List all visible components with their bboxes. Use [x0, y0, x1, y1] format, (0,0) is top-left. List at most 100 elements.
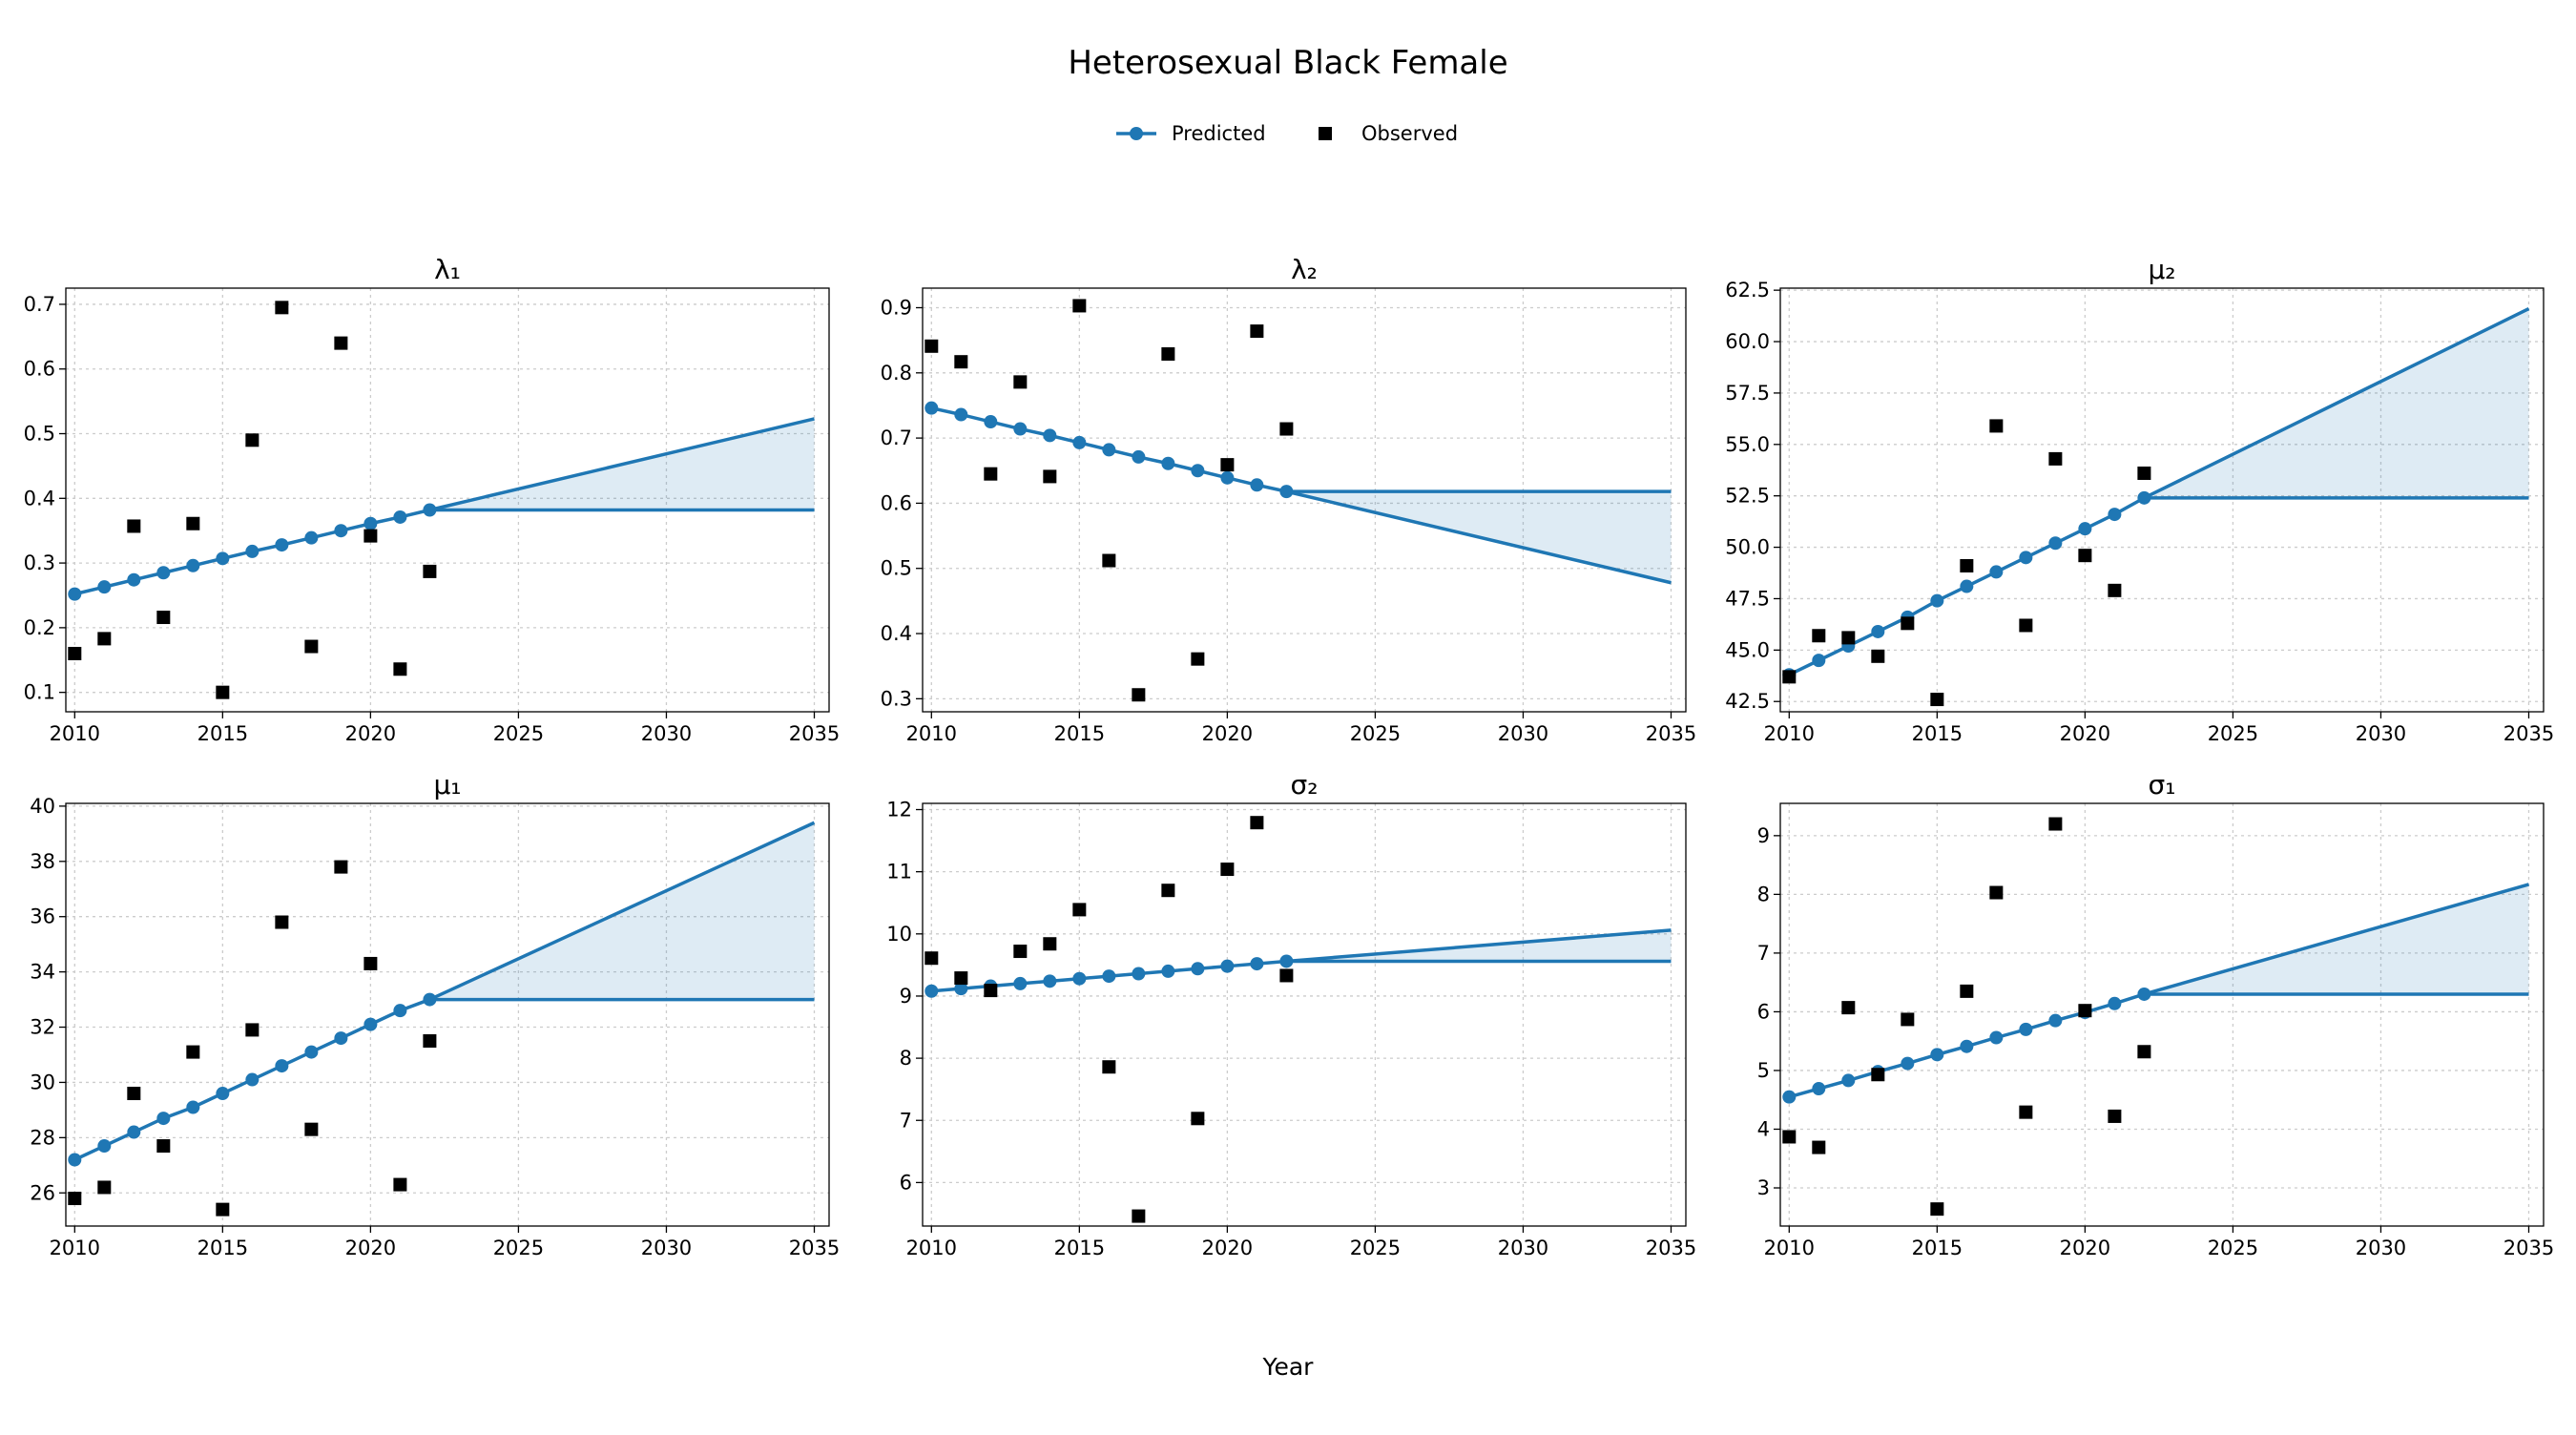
x-tick-label: 2010 [906, 722, 957, 745]
x-tick-label: 2010 [906, 1237, 957, 1259]
x-tick-label: 2030 [2356, 722, 2406, 745]
predicted-point [216, 551, 230, 566]
observed-point [364, 529, 378, 543]
observed-point [1960, 558, 1974, 572]
x-tick-label: 2035 [2503, 722, 2554, 745]
observed-point [1072, 299, 1087, 313]
subplot-title: μ₂ [2148, 254, 2175, 285]
y-tick-label: 52.5 [1725, 485, 1770, 508]
observed-point [1812, 629, 1826, 643]
observed-point [127, 519, 141, 533]
y-tick-label: 9 [1757, 824, 1770, 847]
predicted-point [393, 510, 407, 524]
x-tick-label: 2020 [1202, 1237, 1253, 1259]
projection-upper-line [428, 417, 815, 512]
y-tick-label: 7 [1757, 942, 1770, 965]
predicted-point [334, 1031, 348, 1046]
subplot-grid: λ₁ 2010 2015 2020 2025 2030 2035 0.1 0.2 0.3 0.4 0.… [24, 254, 2555, 1259]
predicted-point [984, 415, 998, 429]
observed-point [423, 564, 437, 578]
observed-point [245, 1023, 260, 1037]
legend-observed-marker [1319, 127, 1332, 140]
y-tick-label: 0.9 [881, 296, 912, 319]
y-tick-label: 0.8 [881, 362, 912, 385]
projection-upper-line [2143, 306, 2530, 500]
predicted-point [275, 538, 289, 552]
predicted-point [2078, 522, 2092, 536]
observed-point [1132, 1209, 1146, 1223]
predicted-point [1102, 969, 1116, 984]
y-tick-label: 0.5 [881, 557, 912, 580]
y-tick-label: 0.3 [24, 551, 55, 574]
subplot-1: λ₁ 2010 2015 2020 2025 2030 2035 0.1 0.2 0.3 0.4 0.… [24, 254, 841, 745]
predicted-point [924, 984, 939, 998]
subplot-title: σ₂ [1291, 769, 1319, 801]
x-tick-label: 2020 [345, 1237, 396, 1259]
observed-point [68, 646, 82, 660]
predicted-point [1250, 957, 1264, 971]
observed-point [2019, 1105, 2033, 1119]
x-tick-label: 2025 [1350, 1237, 1401, 1259]
observed-point [954, 971, 968, 986]
predicted-point [97, 580, 112, 594]
projection-upper-line [428, 821, 816, 1002]
observed-point [393, 662, 407, 676]
y-tick-label: 28 [30, 1126, 55, 1149]
y-tick-label: 6 [900, 1171, 912, 1194]
y-tick-label: 0.4 [24, 487, 55, 510]
observed-point [364, 956, 378, 970]
x-tick-label: 2020 [345, 722, 396, 745]
observed-point [216, 685, 230, 699]
y-tick-label: 10 [886, 923, 912, 946]
predicted-point [216, 1087, 230, 1101]
observed-point [245, 433, 260, 447]
axes-frame [1779, 802, 2545, 1227]
predicted-point [1220, 959, 1235, 973]
predicted-point [423, 992, 437, 1007]
legend-observed-label: Observed [1361, 122, 1458, 145]
observed-point [1013, 945, 1028, 959]
predicted-point [1191, 464, 1205, 478]
predicted-point [1871, 624, 1885, 638]
predicted-point [2019, 1022, 2033, 1036]
observed-point [954, 355, 968, 369]
x-tick-label: 2015 [197, 1237, 248, 1259]
x-tick-label: 2015 [1912, 722, 1963, 745]
observed-point [1191, 652, 1205, 666]
observed-point [2048, 817, 2063, 831]
subplot-title: λ₂ [1291, 254, 1318, 285]
y-tick-label: 34 [30, 961, 55, 984]
predicted-point [275, 1059, 289, 1073]
figure-title: Heterosexual Black Female [1068, 44, 1507, 82]
legend-predicted-label: Predicted [1172, 122, 1266, 145]
predicted-point [1989, 565, 2004, 579]
predicted-point [1072, 435, 1087, 449]
x-tick-label: 2025 [493, 1237, 544, 1259]
predicted-point [127, 1125, 141, 1139]
observed-point [924, 339, 939, 353]
projection-upper-line [2143, 883, 2529, 996]
predicted-point [364, 1017, 378, 1031]
observed-point [1161, 346, 1175, 361]
observed-point [984, 467, 998, 481]
observed-point [68, 1192, 82, 1206]
observed-point [304, 639, 319, 654]
observed-point [156, 1139, 171, 1154]
predicted-point [393, 1004, 407, 1018]
x-tick-label: 2020 [2060, 722, 2110, 745]
observed-point [334, 860, 348, 874]
x-tick-label: 2030 [641, 722, 692, 745]
y-tick-label: 0.4 [881, 622, 912, 645]
observed-point [334, 336, 348, 350]
y-tick-label: 0.6 [881, 491, 912, 514]
x-tick-label: 2010 [1764, 1237, 1815, 1259]
observed-point [1161, 884, 1175, 898]
observed-point [1812, 1140, 1826, 1154]
observed-point [1841, 631, 1856, 645]
predicted-point [156, 566, 171, 580]
x-tick-label: 2035 [789, 722, 840, 745]
x-tick-label: 2010 [50, 722, 100, 745]
axes-frame [65, 802, 830, 1227]
x-tick-label: 2035 [2503, 1237, 2554, 1259]
observed-point [97, 1180, 112, 1195]
